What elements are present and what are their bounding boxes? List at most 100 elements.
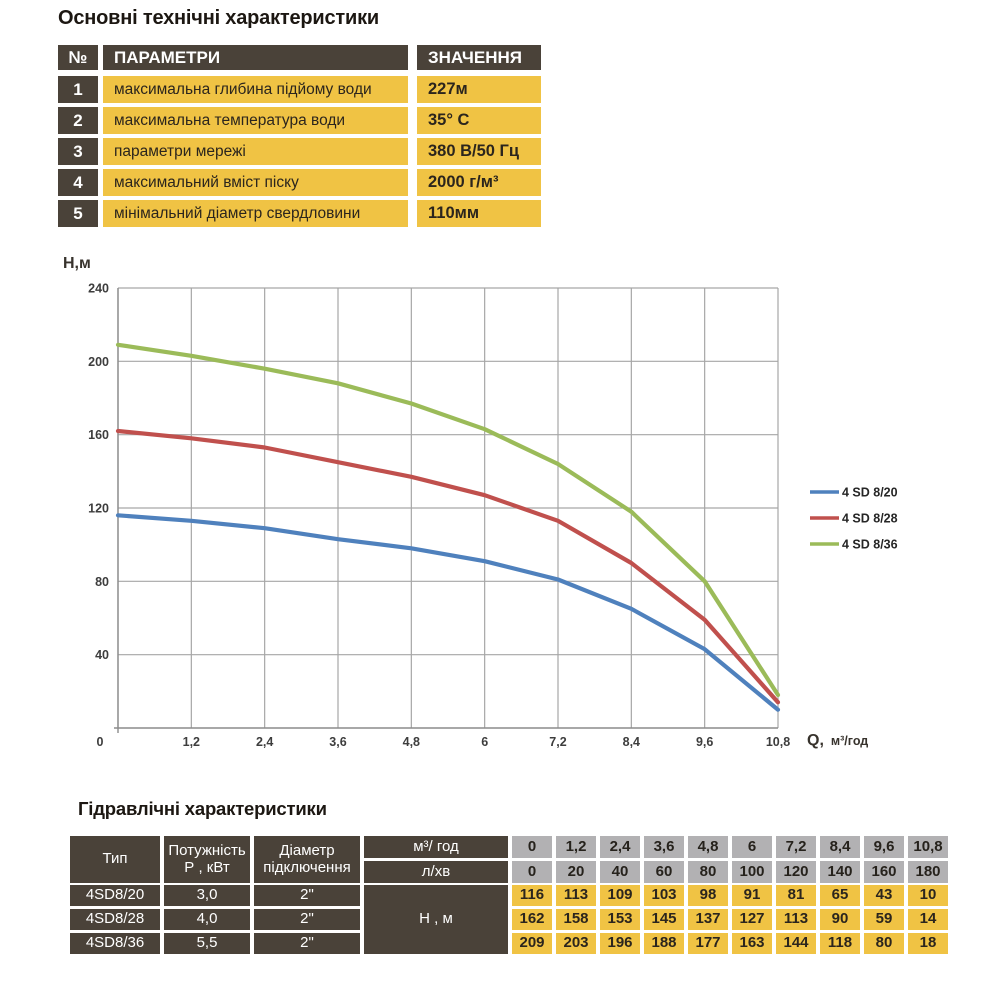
head-value: 18 <box>908 933 948 954</box>
hydro-header-power-line2: Р , кВт <box>184 858 230 876</box>
x-tick-label: 3,6 <box>329 735 346 749</box>
flow-lmin-value: 100 <box>732 861 772 883</box>
head-value: 91 <box>732 885 772 906</box>
head-value: 113 <box>556 885 596 906</box>
head-value: 118 <box>820 933 860 954</box>
head-value: 177 <box>688 933 728 954</box>
spec-row: 3 параметри мережі 380 В/50 Гц <box>58 138 548 165</box>
x-tick-label: 2,4 <box>256 735 273 749</box>
head-value: 144 <box>776 933 816 954</box>
head-value: 109 <box>600 885 640 906</box>
head-value: 81 <box>776 885 816 906</box>
flow-m3h-value: 7,2 <box>776 836 816 858</box>
head-value: 10 <box>908 885 948 906</box>
hydro-header-diameter: Діаметр підключення <box>254 836 360 883</box>
y-tick-label: 160 <box>88 428 109 442</box>
spec-row-parameter: максимальна глибина підйому води <box>103 76 408 103</box>
legend-label: 4 SD 8/36 <box>842 538 898 552</box>
spec-header-num: № <box>58 45 98 70</box>
pump-diameter: 2" <box>254 909 360 930</box>
flow-lmin-value: 120 <box>776 861 816 883</box>
pump-power: 4,0 <box>164 909 250 930</box>
spec-row: 1 максимальна глибина підйому води 227м <box>58 76 548 103</box>
x-axis-title: Q, м³/год <box>807 732 868 749</box>
hydro-head-label: Н , м <box>364 885 508 954</box>
series-line-4-sd-8-20 <box>115 513 781 712</box>
y-tick-label: 240 <box>88 282 109 296</box>
hydro-header-flow-lmin: л/хв <box>364 861 508 883</box>
head-value: 162 <box>512 909 552 930</box>
hydro-header-power-line1: Потужність <box>168 842 246 859</box>
spec-row-number: 3 <box>58 138 98 165</box>
head-value: 116 <box>512 885 552 906</box>
pump-performance-chart: 240 200 160 120 80 40 0 1,2 2,4 3,6 4,8 6 7,2 8,4 9,6 1… <box>63 255 898 749</box>
spec-row-parameter: мінімальний діаметр свердловини <box>103 200 408 227</box>
x-tick-label: 6 <box>481 735 488 749</box>
head-value: 196 <box>600 933 640 954</box>
pump-diameter: 2" <box>254 885 360 906</box>
pump-type: 4SD8/20 <box>70 885 160 906</box>
flow-lmin-value: 60 <box>644 861 684 883</box>
flow-m3h-value: 1,2 <box>556 836 596 858</box>
head-value: 43 <box>864 885 904 906</box>
y-tick-label: 40 <box>95 648 109 662</box>
hydraulic-table: Тип Потужність Р , кВт Діаметр підключен… <box>70 836 950 957</box>
flow-lmin-value: 0 <box>512 861 552 883</box>
pump-type: 4SD8/28 <box>70 909 160 930</box>
flow-lmin-value: 20 <box>556 861 596 883</box>
head-value: 127 <box>732 909 772 930</box>
spec-row: 4 максимальний вміст піску 2000 г/м³ <box>58 169 548 196</box>
head-value: 14 <box>908 909 948 930</box>
pump-power: 3,0 <box>164 885 250 906</box>
spec-row-parameter: параметри мережі <box>103 138 408 165</box>
flow-m3h-value: 3,6 <box>644 836 684 858</box>
head-value: 163 <box>732 933 772 954</box>
spec-row: 5 мінімальний діаметр свердловини 110мм <box>58 200 548 227</box>
pump-power: 5,5 <box>164 933 250 954</box>
series-line-4-sd-8-36 <box>115 342 781 698</box>
x-tick-label: 7,2 <box>549 735 566 749</box>
hydro-header-diameter-line1: Діаметр <box>279 842 335 859</box>
legend-label: 4 SD 8/20 <box>842 486 898 500</box>
spec-header-param: ПАРАМЕТРИ <box>103 45 408 70</box>
hydro-header-type: Тип <box>70 836 160 883</box>
flow-m3h-value: 6 <box>732 836 772 858</box>
head-value: 137 <box>688 909 728 930</box>
main-specs-title: Основні технічні характеристики <box>58 7 380 29</box>
flow-m3h-value: 4,8 <box>688 836 728 858</box>
hydro-header-diameter-line2: підключення <box>263 858 351 876</box>
x-tick-label: 4,8 <box>403 735 420 749</box>
flow-lmin-value: 160 <box>864 861 904 883</box>
head-value: 98 <box>688 885 728 906</box>
flow-m3h-value: 10,8 <box>908 836 948 858</box>
spec-row-number: 5 <box>58 200 98 227</box>
head-value: 65 <box>820 885 860 906</box>
head-value: 145 <box>644 909 684 930</box>
y-tick-label: 120 <box>88 502 109 516</box>
flow-m3h-value: 0 <box>512 836 552 858</box>
head-value: 113 <box>776 909 816 930</box>
spec-row-number: 4 <box>58 169 98 196</box>
y-tick-label: 200 <box>88 355 109 369</box>
spec-row-value: 2000 г/м³ <box>417 169 541 196</box>
x-tick-label: 8,4 <box>623 735 640 749</box>
hydraulic-title: Гідравлічні характеристики <box>78 798 327 819</box>
x-tick-label: 10,8 <box>766 735 790 749</box>
spec-rows: 1 максимальна глибина підйому води 227м 2 ма… <box>58 76 548 227</box>
y-tick-label: 80 <box>95 575 109 589</box>
head-value: 203 <box>556 933 596 954</box>
head-value: 90 <box>820 909 860 930</box>
spec-row-value: 35° С <box>417 107 541 134</box>
main-specs-table: № ПАРАМЕТРИ ЗНАЧЕННЯ 1 максимальна глибин… <box>58 45 548 231</box>
spec-row: 2 максимальна температура води 35° С <box>58 107 548 134</box>
head-value: 209 <box>512 933 552 954</box>
head-value: 103 <box>644 885 684 906</box>
pump-type: 4SD8/36 <box>70 933 160 954</box>
x-tick-label: 1,2 <box>183 735 200 749</box>
flow-lmin-value: 40 <box>600 861 640 883</box>
hydro-header-flow-m3: м³/ год <box>364 836 508 858</box>
x-tick-label: 0 <box>97 735 104 749</box>
spec-row-value: 380 В/50 Гц <box>417 138 541 165</box>
spec-row-value: 227м <box>417 76 541 103</box>
